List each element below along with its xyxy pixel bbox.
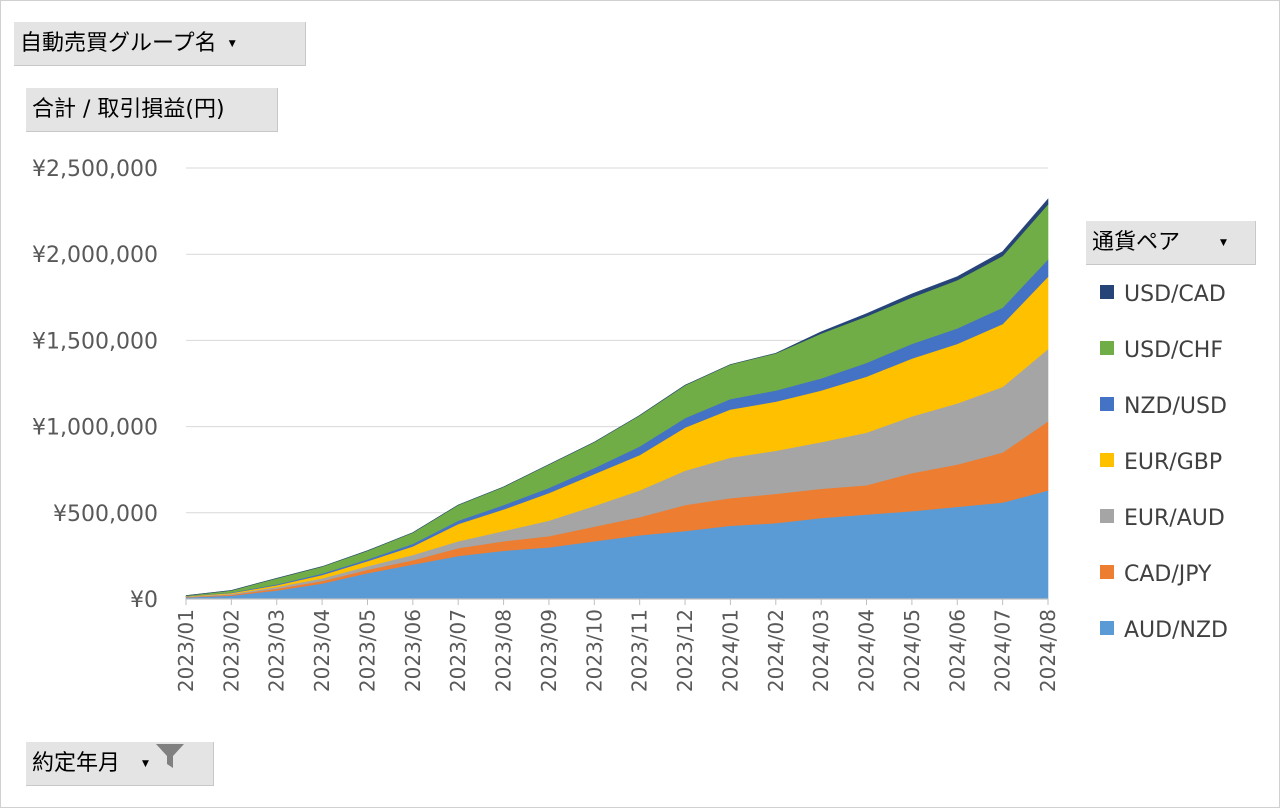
x-tick-label: 2024/02 xyxy=(764,609,788,692)
legend-swatch xyxy=(1100,621,1114,635)
x-tick-label: 2023/08 xyxy=(492,609,516,692)
y-tick-label: ¥500,000 xyxy=(53,502,158,527)
group-filter-button[interactable]: 自動売買グループ名 ▼ xyxy=(14,22,306,66)
axis-filter-button[interactable]: 約定年月 ▼ xyxy=(26,742,214,786)
legend-item-usd-cad[interactable]: USD/CAD xyxy=(1100,282,1226,307)
x-tick-label: 2024/05 xyxy=(900,609,924,692)
x-tick-label: 2024/08 xyxy=(1036,609,1060,692)
x-tick-label: 2024/06 xyxy=(945,609,969,692)
legend-filter-button[interactable]: 通貨ペア ▼ xyxy=(1086,221,1256,265)
x-tick-label: 2023/06 xyxy=(401,609,425,692)
area-usd-cad[interactable] xyxy=(185,198,1049,596)
dropdown-arrow-icon: ▼ xyxy=(142,759,149,769)
group-filter-label: 自動売買グループ名 xyxy=(20,31,217,56)
y-tick-label: ¥0 xyxy=(130,588,158,613)
legend-swatch xyxy=(1100,285,1114,299)
x-tick-label: 2024/07 xyxy=(991,609,1015,692)
filter-funnel-icon[interactable] xyxy=(155,742,185,786)
legend-swatch xyxy=(1100,565,1114,579)
x-tick-label: 2023/12 xyxy=(673,609,697,692)
dropdown-arrow-icon: ▼ xyxy=(228,39,236,49)
legend-swatch xyxy=(1100,453,1114,467)
legend-swatch xyxy=(1100,397,1114,411)
y-tick-label: ¥2,000,000 xyxy=(32,243,158,268)
legend-label: NZD/USD xyxy=(1124,394,1227,419)
legend-swatch xyxy=(1100,509,1114,523)
legend-item-cad-jpy[interactable]: CAD/JPY xyxy=(1100,562,1212,587)
dropdown-arrow-icon: ▼ xyxy=(1220,238,1227,248)
legend-item-aud-nzd[interactable]: AUD/NZD xyxy=(1100,618,1228,643)
x-tick-label: 2024/03 xyxy=(809,609,833,692)
legend-label: EUR/GBP xyxy=(1124,450,1222,475)
legend-item-eur-aud[interactable]: EUR/AUD xyxy=(1100,506,1225,531)
value-field-button[interactable]: 合計 / 取引損益(円) xyxy=(26,88,278,132)
x-tick-label: 2023/03 xyxy=(265,609,289,692)
x-tick-label: 2023/01 xyxy=(174,609,198,692)
value-field-label: 合計 / 取引損益(円) xyxy=(32,97,225,122)
x-tick-label: 2024/01 xyxy=(718,609,742,692)
x-tick-label: 2024/04 xyxy=(855,609,879,692)
x-tick-label: 2023/04 xyxy=(310,609,334,692)
legend-label: EUR/AUD xyxy=(1124,506,1225,531)
axis-filter-label: 約定年月 xyxy=(32,751,121,776)
x-tick-label: 2023/05 xyxy=(355,609,379,692)
x-tick-label: 2023/07 xyxy=(446,609,470,692)
legend-item-eur-gbp[interactable]: EUR/GBP xyxy=(1100,450,1222,475)
x-tick-label: 2023/09 xyxy=(537,609,561,692)
legend-label: CAD/JPY xyxy=(1124,562,1212,587)
y-tick-label: ¥2,500,000 xyxy=(32,157,158,182)
legend-item-nzd-usd[interactable]: NZD/USD xyxy=(1100,394,1227,419)
x-tick-label: 2023/11 xyxy=(628,609,652,692)
legend-label: AUD/NZD xyxy=(1124,618,1228,643)
x-tick-label: 2023/02 xyxy=(219,609,243,692)
y-tick-label: ¥1,000,000 xyxy=(32,416,158,441)
legend-item-usd-chf[interactable]: USD/CHF xyxy=(1100,338,1223,363)
legend-label: USD/CHF xyxy=(1124,338,1223,363)
legend-label: USD/CAD xyxy=(1124,282,1226,307)
legend-swatch xyxy=(1100,341,1114,355)
x-tick-label: 2023/10 xyxy=(582,609,606,692)
y-tick-label: ¥1,500,000 xyxy=(32,329,158,354)
legend-filter-label: 通貨ペア xyxy=(1092,230,1181,255)
